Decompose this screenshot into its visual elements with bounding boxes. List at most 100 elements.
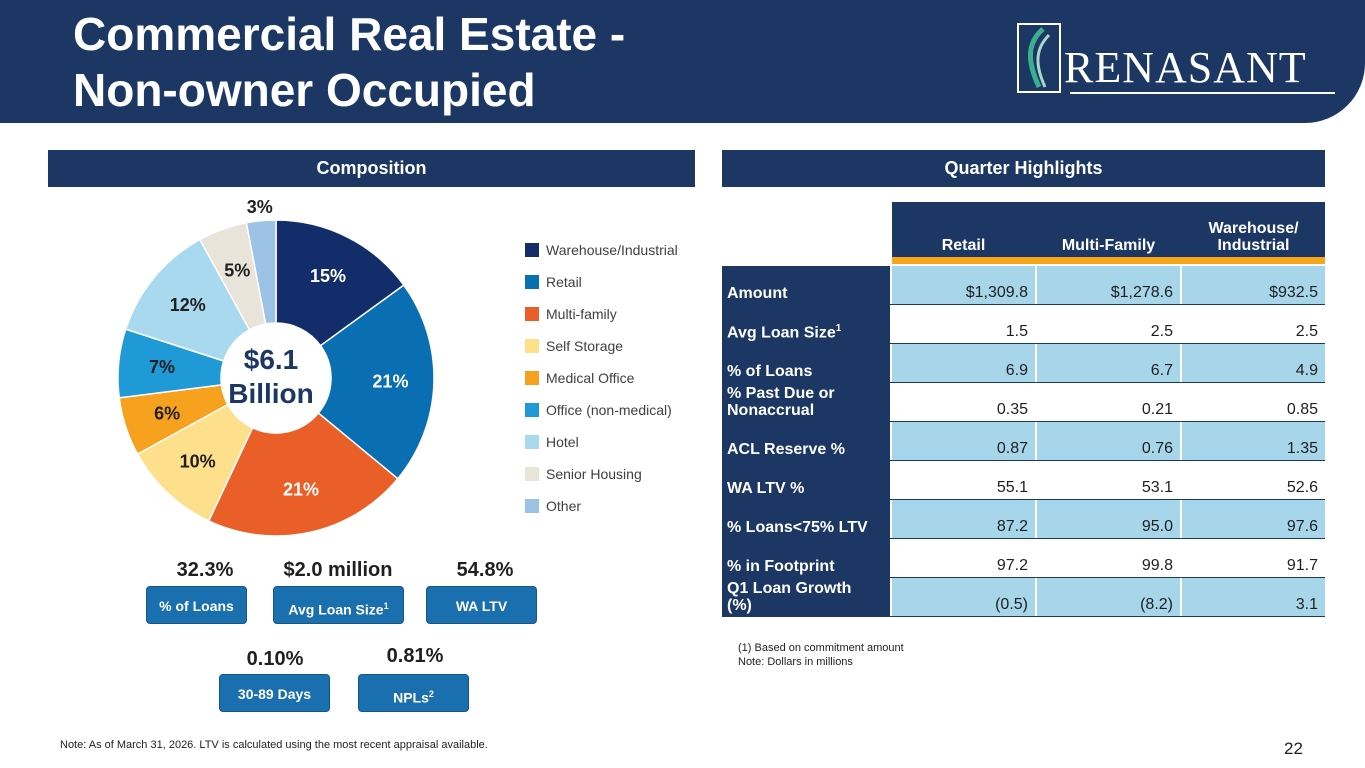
row-label: Q1 Loan Growth (%) [722,578,890,616]
pie-slice [275,219,405,347]
company-logo: RENASANT [1000,18,1345,102]
table-cell: 6.9 [892,344,1035,382]
row-label-line: WA LTV % [727,480,805,497]
row-label-text: % Loans<75% LTV [727,519,868,536]
row-label: WA LTV % [722,461,890,499]
legend-swatch [525,467,539,481]
table-cell: $1,309.8 [892,266,1035,304]
page-number: 22 [1284,739,1303,758]
table-cell: 97.6 [1182,500,1325,538]
row-label-text: WA LTV % [727,480,804,497]
avg-loan-label: Avg Loan Size [288,601,384,618]
table-row: % of Loans 6.9 6.7 4.9 [722,344,1325,382]
npl-value: 0.81% [386,645,444,667]
pie-slice-label: 12% [170,295,206,315]
row-label-text: Amount [727,285,787,302]
days-30-89-pill: 30-89 Days [219,674,330,712]
composition-pie-chart: 15% 21% 21% 10% 6% 7% 12% 5% 3% [117,197,435,537]
table-row: % in Footprint 97.2 99.8 91.7 [722,539,1325,577]
logo-underline [1070,92,1335,94]
page-title: Commercial Real Estate - Non-owner Occup… [73,6,625,118]
legend-label: Other [546,498,582,514]
table-cell: 2.5 [1037,305,1180,343]
avg-loan-footnote-ref: 1 [383,601,389,611]
table-cell: $1,278.6 [1037,266,1180,304]
legend-swatch [525,275,539,289]
col-header-retail: Retail [941,237,986,254]
table-footnotes: (1) Based on commitment amount Note: Dol… [738,641,904,669]
col-header-warehouse-line1: Warehouse/ [1208,220,1299,237]
row-divider [722,616,1325,617]
row-label-line-2: Nonaccrual [727,402,815,419]
row-label: % Past Due or Nonaccrual [722,383,890,421]
npl-pill: NPLs2 [358,674,469,712]
quarter-highlights-heading: Quarter Highlights [722,150,1325,187]
title-line-2: Non-owner Occupied [73,64,536,116]
row-label-text: % in Footprint [727,558,835,575]
avg-loan-pill: Avg Loan Size1 [273,586,404,624]
table-row: WA LTV % 55.1 53.1 52.6 [722,461,1325,499]
logo-mark-icon [1017,23,1061,93]
row-label: Avg Loan Size1 [722,305,890,343]
row-label-line: % of Loans [727,363,813,380]
table-cell: 0.35 [892,383,1035,421]
legend-label: Hotel [546,434,579,450]
row-label-text: ACL Reserve % [727,441,845,458]
row-label: % in Footprint [722,539,890,577]
table-row: % Past Due or Nonaccrual 0.35 0.21 0.85 [722,383,1325,421]
pie-slice [245,219,277,325]
table-cell: 2.5 [1182,305,1325,343]
pie-slice-label: 21% [372,372,408,392]
pie-center-unit: Billion [228,378,314,409]
footnote-dollars: Note: Dollars in millions [738,656,853,668]
days-30-89-label: 30-89 Days [237,686,312,702]
npl-footnote-ref: 2 [428,689,434,699]
row-divider [722,538,1325,539]
table-header [892,202,1325,264]
table-cell: 6.7 [1037,344,1180,382]
pie-slice-label: 5% [224,260,250,280]
header-banner: Commercial Real Estate - Non-owner Occup… [0,0,1365,123]
row-label: % of Loans [722,344,890,382]
pct-loans-value: 32.3% [176,559,234,581]
table-cell: 0.87 [892,422,1035,460]
table-cell: 55.1 [892,461,1035,499]
table-cell: 0.76 [1037,422,1180,460]
table-cell: (0.5) [892,578,1035,616]
table-row: Amount $1,309.8 $1,278.6 $932.5 [722,266,1325,304]
table-row: % Loans<75% LTV 87.2 95.0 97.6 [722,500,1325,538]
title-line-1: Commercial Real Estate - [73,8,626,60]
row-label-line: ACL Reserve % [727,441,845,458]
row-divider [722,304,1325,305]
table-cell: 1.35 [1182,422,1325,460]
days-30-89-value: 0.10% [246,648,304,670]
table-cell: 1.5 [892,305,1035,343]
row-label-footnote-ref: 1 [835,322,842,334]
row-divider [722,460,1325,461]
legend-swatch [525,435,539,449]
row-label: % Loans<75% LTV [722,500,890,538]
pie-slice-label: 10% [180,451,216,471]
legend-label: Retail [546,274,582,290]
row-label-line: Q1 Loan Growth [727,580,852,597]
pie-slice-label: 7% [149,357,175,377]
legend-label: Warehouse/Industrial [546,242,678,258]
row-label-text: % of Loans [727,363,812,380]
legend-label: Multi-family [546,306,617,322]
pie-slice [317,284,435,480]
avg-loan-value: $2.0 million [283,559,393,581]
table-row: ACL Reserve % 0.87 0.76 1.35 [722,422,1325,460]
row-divider [722,343,1325,344]
pie-slice-label: 6% [154,403,180,423]
table-header-accent [892,257,1325,264]
table-row: Q1 Loan Growth (%) (0.5) (8.2) 3.1 [722,578,1325,616]
legend-swatch [525,499,539,513]
col-header-warehouse-line2: Industrial [1217,237,1290,254]
row-label-line: % Loans<75% LTV [727,519,868,536]
row-label: Amount [722,266,890,304]
legend-label: Medical Office [546,370,635,386]
pct-loans-pill: % of Loans [146,586,247,624]
row-label-text: Q1 Loan Growth (%) [727,580,851,614]
table-cell: 87.2 [892,500,1035,538]
legend-swatch [525,371,539,385]
